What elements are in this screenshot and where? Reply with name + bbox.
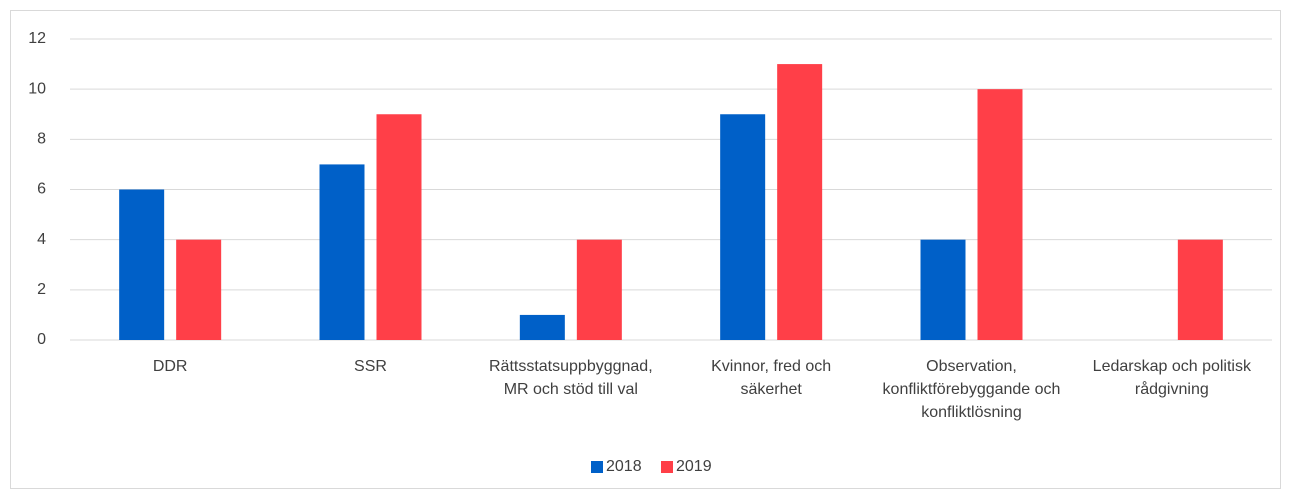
y-tick-label: 8 bbox=[37, 131, 46, 148]
legend-swatch bbox=[591, 461, 603, 473]
bar bbox=[319, 164, 365, 340]
bar bbox=[176, 239, 222, 340]
y-tick-label: 4 bbox=[37, 231, 46, 248]
bar bbox=[777, 64, 823, 340]
y-tick-label: 2 bbox=[37, 281, 46, 298]
bar bbox=[519, 314, 565, 340]
x-tick-label: DDR bbox=[152, 358, 188, 375]
y-tick-label: 6 bbox=[37, 181, 46, 198]
x-tick-label: Ledarskap och politisk rådgivning bbox=[1092, 358, 1251, 398]
chart-border bbox=[10, 10, 1281, 489]
y-tick-label: 0 bbox=[37, 331, 46, 348]
x-tick-label: Rättsstatsuppbyggnad, MR och stöd till v… bbox=[488, 358, 653, 398]
x-tick-label: Observation, konfliktförebyggande och ko… bbox=[882, 358, 1061, 421]
y-tick-label: 12 bbox=[28, 30, 46, 47]
bar bbox=[1177, 239, 1223, 340]
bar bbox=[720, 114, 766, 340]
legend-label: 2019 bbox=[676, 458, 712, 475]
bar bbox=[119, 189, 165, 340]
x-tick-label: SSR bbox=[354, 358, 387, 375]
x-tick-label: Kvinnor, fred och säkerhet bbox=[711, 358, 832, 398]
y-tick-label: 10 bbox=[28, 80, 46, 97]
legend-swatch bbox=[661, 461, 673, 473]
bar bbox=[376, 114, 422, 340]
bar bbox=[977, 89, 1023, 341]
bar bbox=[576, 239, 622, 340]
legend-label: 2018 bbox=[606, 458, 642, 475]
bar bbox=[920, 239, 966, 340]
